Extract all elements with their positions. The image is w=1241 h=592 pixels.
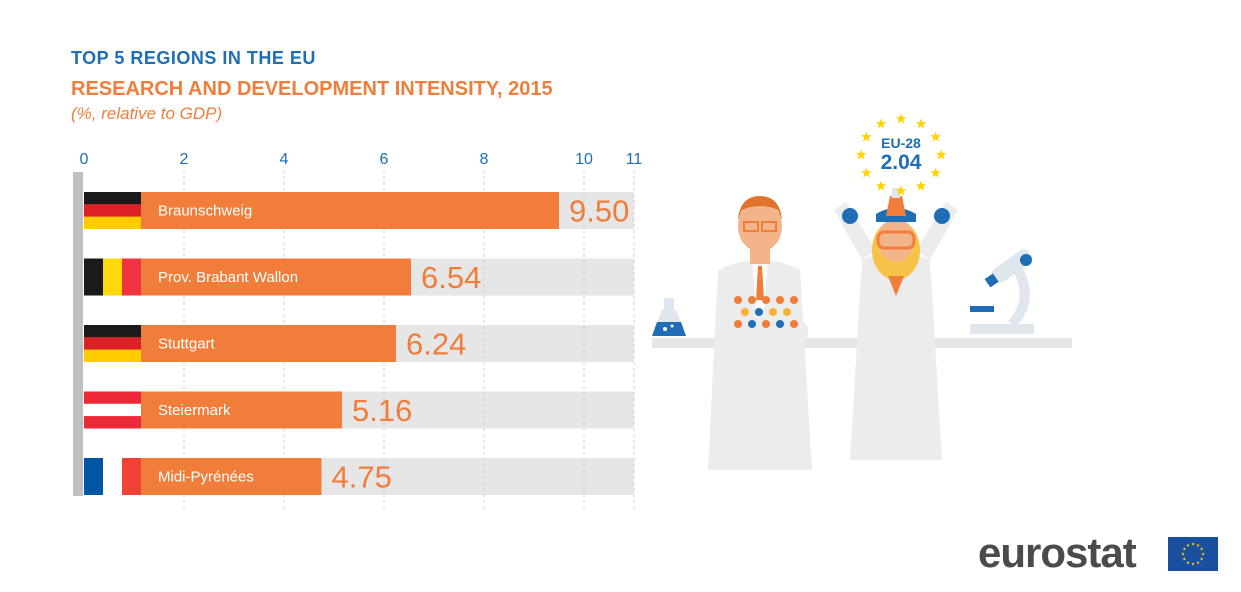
flag-stripe — [122, 258, 141, 296]
star-icon — [875, 180, 887, 191]
category-label: Prov. Brabant Wallon — [158, 269, 298, 286]
x-tick-label: 6 — [380, 151, 389, 168]
value-label: 6.54 — [421, 260, 481, 295]
star-icon — [895, 185, 907, 196]
flag-stripe — [122, 458, 141, 495]
star-icon — [915, 180, 927, 191]
star-icon — [1199, 547, 1204, 551]
value-label: 9.50 — [569, 194, 629, 229]
star-icon — [1191, 562, 1195, 566]
male-scientist-icon — [708, 196, 812, 470]
x-tick-label: 11 — [626, 151, 643, 168]
value-label: 5.16 — [352, 393, 412, 428]
flag-stripe — [84, 349, 141, 362]
star-icon — [1196, 543, 1200, 547]
flag-stripe — [84, 458, 103, 495]
star-icon — [895, 113, 907, 124]
star-icon — [1186, 543, 1190, 547]
molecule-model-icon — [734, 296, 798, 328]
star-icon — [1191, 542, 1195, 546]
category-label: Steiermark — [158, 402, 231, 419]
star-icon — [875, 118, 887, 129]
eu28-badge: EU-28 2.04 — [855, 113, 947, 196]
flag-stripe — [84, 325, 141, 338]
bar-chart: 0 2 4 6 8 10 11 Braunschweig 9.50 Prov. Brabant W… — [73, 151, 643, 512]
y-axis-line — [73, 172, 83, 496]
female-scientist-icon — [834, 188, 958, 460]
flag-stripe — [84, 216, 141, 229]
x-tick-label: 8 — [480, 151, 489, 168]
value-label: 6.24 — [406, 327, 466, 362]
flag-stripe — [84, 416, 141, 429]
flag-stripe — [84, 192, 141, 205]
star-icon — [1182, 547, 1187, 551]
chart-title: RESEARCH AND DEVELOPMENT INTENSITY, 2015 — [71, 78, 553, 100]
chart-supertitle: TOP 5 REGIONS IN THE EU — [71, 48, 316, 68]
star-icon — [861, 131, 872, 142]
star-icon — [855, 149, 867, 160]
star-icon — [1196, 560, 1200, 565]
flag-stripe — [84, 403, 141, 417]
eurostat-logo: eurostat — [978, 529, 1137, 576]
eu28-value: 2.04 — [881, 151, 922, 174]
value-label: 4.75 — [332, 460, 392, 495]
x-tick-label: 2 — [180, 151, 189, 168]
flag-stripe — [84, 258, 103, 296]
eu28-label: EU-28 — [881, 135, 921, 151]
star-icon — [1199, 557, 1204, 561]
bar — [84, 192, 559, 229]
category-label: Midi-Pyrénées — [158, 469, 254, 486]
flag-stripe — [103, 258, 122, 296]
x-tick-label: 10 — [575, 151, 593, 168]
star-icon — [935, 149, 947, 160]
star-icon — [861, 167, 872, 178]
x-tick-label: 0 — [80, 151, 89, 168]
flag-stripe — [84, 337, 141, 350]
flag-stripe — [103, 458, 122, 495]
flag-stripe — [84, 204, 141, 217]
star-icon — [1182, 557, 1187, 561]
chart-subtitle: (%, relative to GDP) — [71, 104, 223, 123]
flag-stripe — [84, 391, 141, 404]
star-icon — [915, 118, 927, 129]
star-icon — [930, 167, 941, 178]
flask-icon — [652, 298, 686, 336]
star-icon — [1201, 552, 1205, 556]
eu-flag-icon — [1168, 537, 1218, 571]
star-icon — [1181, 552, 1185, 556]
category-label: Stuttgart — [158, 336, 216, 353]
scientists-illustration — [652, 188, 1072, 470]
x-tick-label: 4 — [280, 151, 289, 168]
microscope-icon — [970, 249, 1034, 334]
star-icon — [930, 131, 941, 142]
star-icon — [1186, 560, 1190, 565]
eu-stars-icon — [855, 113, 947, 196]
category-label: Braunschweig — [158, 203, 252, 220]
